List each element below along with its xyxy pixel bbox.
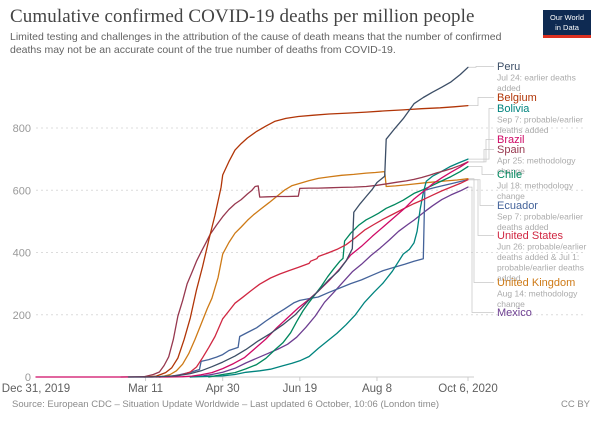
series-line-united-kingdom <box>155 170 469 378</box>
chart-subtitle: Limited testing and challenges in the at… <box>10 31 502 57</box>
y-axis-tick-label-0: 0 <box>25 372 31 384</box>
legend-note-spain-line1: Apr 25: methodology <box>497 156 576 166</box>
legend-note-united-kingdom-line1: Aug 14: methodology <box>497 289 578 299</box>
y-axis-tick-label-800: 800 <box>13 123 31 135</box>
legend-connector-united-states <box>469 179 494 236</box>
legend-connector-ecuador <box>469 179 494 206</box>
legend-label-spain: Spain <box>497 144 525 156</box>
x-axis-tick-label: Apr 30 <box>206 383 240 395</box>
legend-label-ecuador: Ecuador <box>497 200 538 212</box>
x-axis-tick-label: Aug 8 <box>362 383 392 395</box>
legend-connector-united-kingdom <box>469 178 494 283</box>
owid-logo-line1: Our World <box>549 12 585 22</box>
legend-label-united-states: United States <box>497 230 564 242</box>
owid-logo-line2: in Data <box>555 22 579 32</box>
series-line-ecuador <box>158 179 469 378</box>
y-axis-tick-label-600: 600 <box>13 185 31 197</box>
y-axis-tick-label-400: 400 <box>13 248 31 260</box>
legend-note-bolivia-line1: Sep 7: probable/earlier <box>497 115 583 125</box>
owid-logo: Our World in Data <box>543 10 591 38</box>
x-axis-tick-label: Mar 11 <box>128 383 163 395</box>
legend-note-united-states-line1: Jun 26: probable/earlier <box>497 242 586 252</box>
x-axis-tick-label: Oct 6, 2020 <box>438 383 497 395</box>
x-axis-tick-label: Dec 31, 2019 <box>2 383 70 395</box>
legend-label-peru: Peru <box>497 61 520 73</box>
legend-label-brazil: Brazil <box>497 134 525 146</box>
series-line-united-states <box>158 179 469 378</box>
legend-label-bolivia: Bolivia <box>497 103 530 115</box>
legend-note-bolivia-line2: deaths added <box>497 125 549 135</box>
series-line-peru <box>127 66 469 378</box>
legend-note-chile-line1: Jul 18: methodology <box>497 181 574 191</box>
license-badge[interactable]: CC BY <box>560 399 590 410</box>
legend-note-ecuador-line1: Sep 7: probable/earlier <box>497 212 583 222</box>
legend-connector-bolivia <box>469 108 494 160</box>
legend-note-peru-line1: Jul 24: earlier deaths <box>497 73 576 83</box>
legend-note-chile-line2: change <box>497 191 525 201</box>
chart-title: Cumulative confirmed COVID-19 deaths per… <box>10 6 475 27</box>
x-axis-tick-label: Jun 19 <box>283 383 318 395</box>
series-line-spain <box>120 161 469 378</box>
source-note: Source: European CDC – Situation Update … <box>12 399 440 410</box>
legend-connector-chile <box>469 166 494 175</box>
series-line-belgium <box>143 104 469 378</box>
series-line-bolivia <box>189 158 469 378</box>
legend-connector-mexico <box>469 186 494 313</box>
legend-note-spain-line2: change <box>497 166 525 176</box>
legend-note-united-states-line3: probable/earlier deaths <box>497 263 584 273</box>
legend-note-ecuador-line2: deaths added <box>497 222 549 232</box>
legend-connector-peru <box>469 66 494 68</box>
legend-connector-belgium <box>469 97 494 106</box>
legend-label-united-kingdom: United Kingdom <box>497 277 575 289</box>
legend-note-peru-line2: added <box>497 83 521 93</box>
y-axis-tick-label-200: 200 <box>13 310 31 322</box>
legend-note-united-states-line2: deaths added & Jul 1: <box>497 252 579 262</box>
legend-label-chile: Chile <box>497 169 522 181</box>
legend-note-united-kingdom-line2: change <box>497 299 525 309</box>
legend-connector-brazil <box>469 139 494 163</box>
legend-label-belgium: Belgium <box>497 92 537 104</box>
legend-connector-spain <box>469 149 494 163</box>
series-line-chile <box>208 165 469 378</box>
series-line-mexico <box>189 186 469 378</box>
legend-label-mexico: Mexico <box>497 307 532 319</box>
legend-note-united-states-line4: added <box>497 273 521 283</box>
chart-header: Cumulative confirmed COVID-19 deaths per… <box>10 6 538 57</box>
